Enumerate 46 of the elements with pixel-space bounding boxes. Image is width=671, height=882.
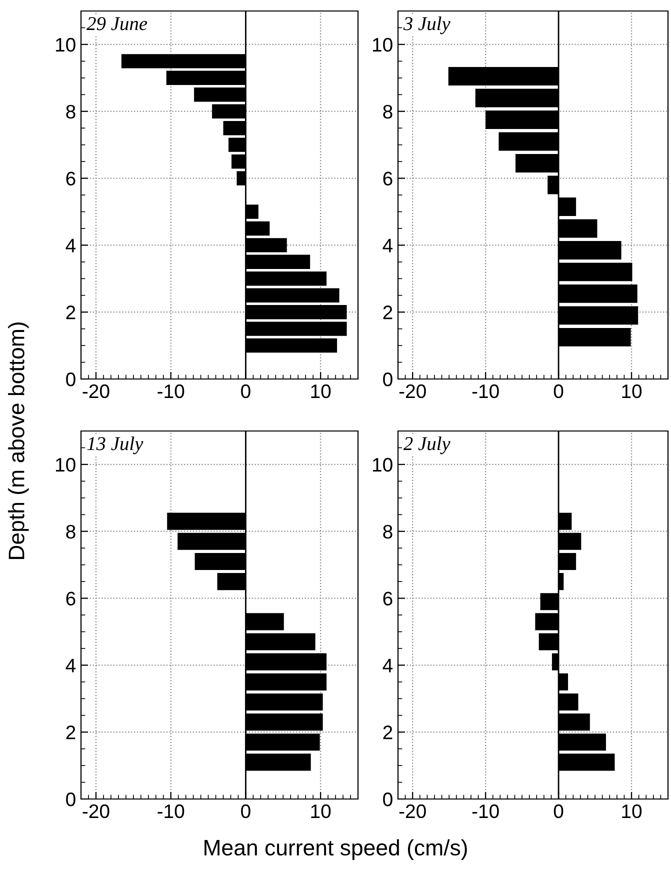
y-tick-label: 4 [382, 238, 393, 252]
y-tick-label: 6 [383, 172, 392, 186]
x-tick-label: 0 [241, 804, 250, 818]
x-tick-label: -10 [472, 384, 499, 398]
chart-title: 3 July [403, 16, 450, 34]
y-tick-label: 0 [66, 792, 76, 806]
x-tick-label: 10 [622, 804, 642, 818]
x-tick-label: 0 [241, 384, 250, 398]
x-tick-label: 10 [311, 804, 331, 818]
y-tick-label: 10 [372, 458, 392, 472]
x-tick-label: 0 [554, 804, 564, 818]
y-tick-label: 4 [66, 658, 76, 672]
y-tick-label: 8 [66, 524, 76, 539]
y-tick-label: 2 [66, 306, 76, 320]
x-tick-label: 0 [554, 384, 564, 398]
x-tick-label: -10 [158, 384, 184, 398]
y-tick-label: 8 [383, 104, 392, 119]
x-tick-label: -10 [158, 804, 184, 818]
x-tick-label: 10 [311, 384, 331, 398]
y-axis-title: Depth (m above bottom) [8, 322, 29, 559]
y-tick-label: 4 [66, 238, 76, 252]
y-tick-label: 4 [382, 658, 393, 672]
x-tick-label: 10 [622, 384, 642, 398]
y-tick-label: 10 [56, 38, 76, 52]
y-tick-label: 2 [383, 306, 392, 320]
y-tick-label: 0 [383, 792, 392, 806]
x-axis-title: Mean current speed (cm/s) [204, 839, 467, 860]
x-tick-label: -20 [399, 384, 426, 398]
y-tick-label: 0 [66, 372, 76, 386]
y-tick-label: 2 [383, 726, 392, 740]
chart-title: 29 June [86, 17, 148, 30]
x-tick-label: -20 [399, 804, 426, 818]
y-tick-label: 8 [66, 104, 76, 119]
y-tick-label: 10 [56, 458, 76, 472]
y-tick-label: 2 [66, 726, 76, 740]
chart-title: 13 July [87, 436, 144, 454]
y-tick-label: 6 [66, 172, 76, 186]
y-tick-label: 0 [383, 372, 392, 386]
y-tick-label: 6 [66, 592, 76, 606]
x-tick-label: -20 [82, 804, 110, 818]
chart-title: 2 July [403, 436, 450, 454]
y-tick-label: 10 [372, 38, 392, 52]
x-tick-label: -20 [82, 384, 110, 398]
y-tick-label: 6 [383, 592, 392, 606]
y-tick-label: 8 [383, 524, 392, 539]
x-tick-label: -10 [472, 804, 499, 818]
